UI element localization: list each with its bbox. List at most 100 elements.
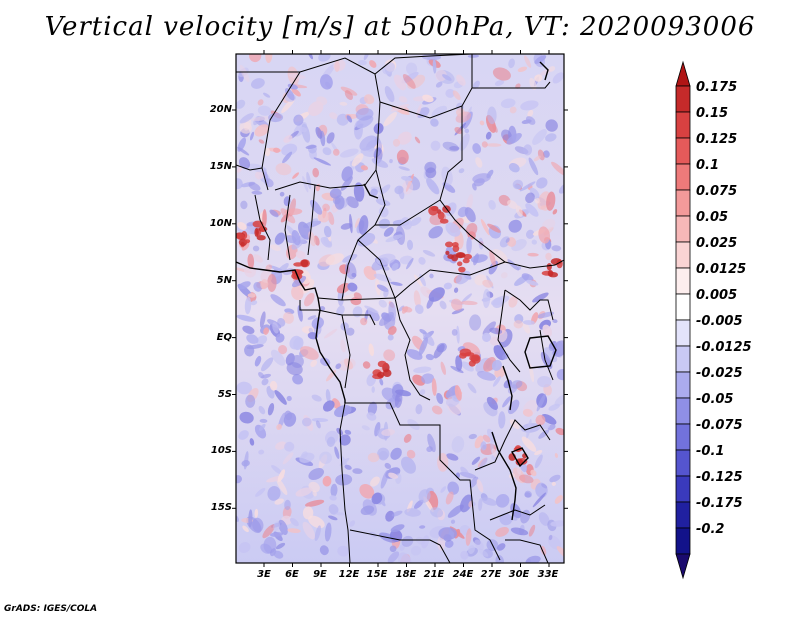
velocity-cell <box>540 351 553 370</box>
lon-label: 24E <box>452 569 474 580</box>
velocity-cell <box>394 391 403 409</box>
velocity-cell <box>401 176 413 182</box>
velocity-cell <box>552 209 558 215</box>
velocity-cell <box>414 274 423 287</box>
velocity-cell <box>379 184 391 195</box>
velocity-cell <box>473 253 479 266</box>
velocity-cell <box>347 282 358 292</box>
velocity-cell <box>443 282 453 290</box>
velocity-hotspot <box>458 266 466 273</box>
lat-label: 15N <box>209 161 232 172</box>
velocity-cell <box>315 420 321 429</box>
colorbar-label: 0.05 <box>696 210 729 225</box>
velocity-cell <box>537 375 552 388</box>
velocity-cell <box>436 392 444 405</box>
velocity-cell <box>526 279 539 286</box>
velocity-cell <box>538 512 550 526</box>
velocity-cell <box>337 545 350 557</box>
velocity-cell <box>419 389 426 396</box>
colorbar-label: -0.175 <box>696 496 743 511</box>
velocity-cell <box>286 395 292 402</box>
velocity-cell <box>481 141 488 148</box>
velocity-cell <box>428 226 443 239</box>
velocity-cell <box>329 112 338 120</box>
velocity-cell <box>494 79 505 87</box>
lon-label: 3E <box>257 569 271 580</box>
velocity-cell <box>360 505 375 516</box>
velocity-cell <box>298 221 312 240</box>
velocity-cell <box>402 74 416 89</box>
velocity-cell <box>524 55 532 68</box>
velocity-cell <box>256 335 268 346</box>
velocity-cell <box>358 215 369 235</box>
velocity-cell <box>397 131 412 145</box>
velocity-cell <box>258 139 265 144</box>
velocity-cell <box>447 504 464 518</box>
velocity-cell <box>476 479 484 493</box>
colorbar-label: -0.05 <box>696 392 734 407</box>
velocity-cell <box>384 462 392 469</box>
velocity-cell <box>273 521 280 531</box>
velocity-cell <box>322 400 335 412</box>
colorbar-swatch <box>675 475 691 503</box>
velocity-cell <box>270 349 286 366</box>
velocity-cell <box>325 389 331 403</box>
colorbar-swatch <box>675 267 691 295</box>
velocity-cell <box>284 441 295 452</box>
velocity-cell <box>346 115 353 123</box>
velocity-cell <box>508 296 518 308</box>
vertical-velocity-field <box>236 54 564 563</box>
velocity-cell <box>451 308 465 315</box>
velocity-cell <box>472 80 480 89</box>
velocity-cell <box>239 411 254 424</box>
lon-label: 30E <box>508 569 530 580</box>
velocity-cell <box>254 124 270 137</box>
velocity-cell <box>276 477 288 495</box>
velocity-hotspot <box>244 239 251 244</box>
velocity-cell <box>335 474 353 486</box>
lat-label: EQ <box>216 332 232 343</box>
velocity-cell <box>360 317 368 326</box>
velocity-cell <box>284 88 295 101</box>
velocity-cell <box>351 153 364 167</box>
velocity-cell <box>495 555 504 563</box>
velocity-cell <box>495 493 510 508</box>
velocity-cell <box>352 468 363 474</box>
velocity-cell <box>481 332 492 342</box>
velocity-cell <box>460 466 470 477</box>
velocity-cell <box>308 467 324 481</box>
velocity-cell <box>282 452 294 465</box>
velocity-cell <box>491 359 502 371</box>
velocity-cell <box>384 86 395 103</box>
velocity-cell <box>469 314 482 331</box>
velocity-cell <box>532 129 547 145</box>
velocity-cell <box>421 373 435 384</box>
velocity-cell <box>392 138 401 147</box>
velocity-cell <box>302 521 315 540</box>
velocity-cell <box>456 325 460 344</box>
velocity-cell <box>277 318 286 327</box>
velocity-cell <box>353 292 363 301</box>
velocity-cell <box>244 297 252 315</box>
velocity-cell <box>283 311 294 324</box>
velocity-cell <box>400 217 412 230</box>
velocity-cell <box>410 545 422 556</box>
velocity-cell <box>472 183 477 191</box>
velocity-cell <box>248 182 261 191</box>
velocity-cell <box>405 62 418 75</box>
velocity-cell <box>464 128 470 134</box>
velocity-cell <box>297 305 303 322</box>
velocity-cell <box>461 293 472 303</box>
lon-label: 15E <box>366 569 388 580</box>
velocity-cell <box>251 190 263 195</box>
velocity-cell <box>262 209 267 228</box>
velocity-cell <box>556 546 564 560</box>
colorbar-lower-arrow <box>675 553 691 580</box>
velocity-cell <box>548 403 560 411</box>
velocity-cell <box>335 512 345 516</box>
velocity-cell <box>514 184 522 190</box>
colorbar-swatch <box>675 423 691 451</box>
velocity-cell <box>307 315 317 320</box>
velocity-cell <box>238 281 251 290</box>
velocity-cell <box>492 248 508 264</box>
